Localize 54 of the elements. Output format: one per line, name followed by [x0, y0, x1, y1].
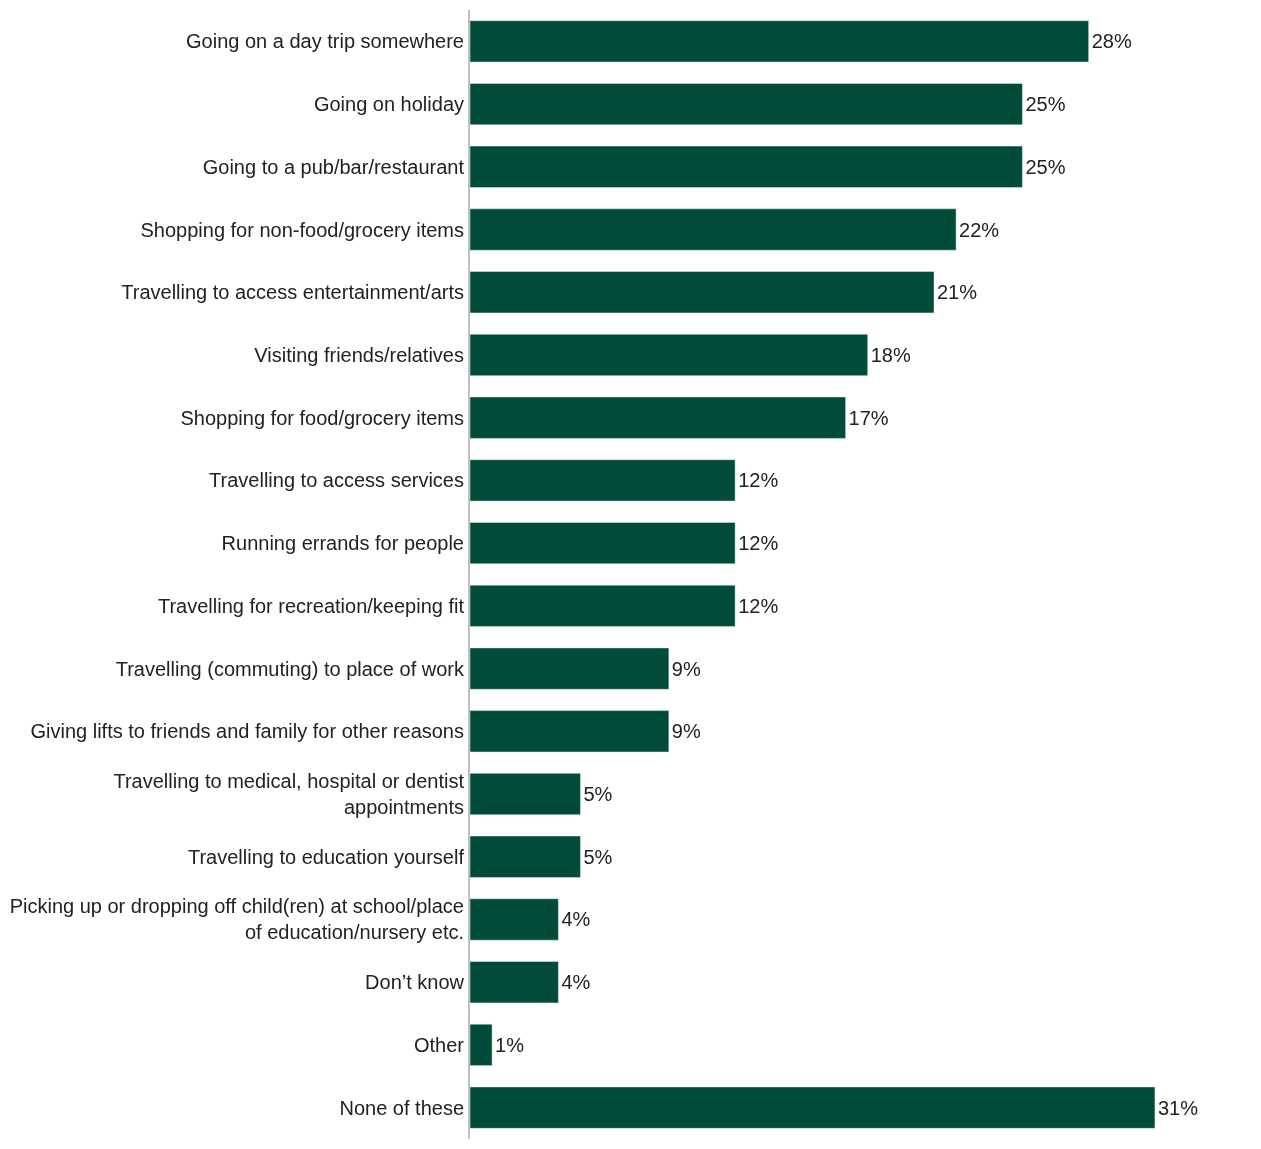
- y-tick-label: Shopping for food/grocery items: [180, 406, 464, 429]
- bar: [470, 1086, 1156, 1129]
- bar: [470, 710, 670, 753]
- y-tick-label: Picking up or dropping off child(ren) at school/place of education/nursery etc.: [9, 895, 464, 944]
- bar: [470, 1023, 493, 1066]
- data-label: 5%: [583, 845, 613, 868]
- bar: [470, 20, 1089, 63]
- data-label: 25%: [1025, 155, 1066, 178]
- y-tick-label: Shopping for non-food/grocery items: [140, 218, 464, 241]
- y-tick-label: Running errands for people: [221, 532, 464, 555]
- bar: [470, 334, 868, 376]
- y-tick-label: Going on a day trip somewhere: [186, 30, 464, 53]
- bar: [470, 898, 559, 941]
- y-tick-label: Going to a pub/bar/restaurant: [202, 155, 465, 178]
- data-label: 4%: [561, 908, 591, 931]
- y-tick-label: Going on holiday: [313, 93, 464, 116]
- y-tick-label: Travelling to education yourself: [187, 845, 465, 868]
- bar: [470, 459, 736, 502]
- bar: [470, 961, 559, 1004]
- data-label: 22%: [959, 218, 1000, 241]
- data-label: 9%: [671, 720, 701, 743]
- bar: [470, 584, 736, 627]
- data-label: 25%: [1025, 93, 1066, 116]
- bar: [470, 83, 1023, 126]
- bar: [470, 773, 581, 815]
- bar: [470, 835, 581, 878]
- data-label: 9%: [671, 657, 701, 680]
- y-tick-label: Travelling (commuting) to place of work: [115, 657, 465, 680]
- data-label: 18%: [870, 343, 911, 366]
- data-label: 21%: [937, 281, 978, 304]
- data-label: 31%: [1157, 1096, 1199, 1119]
- y-tick-label: Travelling to access services: [209, 469, 464, 492]
- data-label: 12%: [738, 594, 779, 617]
- data-label: 5%: [583, 783, 613, 806]
- y-tick-label: Visiting friends/relatives: [254, 343, 464, 366]
- data-label: 12%: [738, 532, 779, 555]
- y-tick-label: None of these: [339, 1096, 464, 1119]
- y-tick-label: Travelling to access entertainment/arts: [121, 281, 464, 304]
- y-tick-label: Don’t know: [365, 971, 465, 994]
- y-tick-label: Other: [413, 1033, 465, 1056]
- data-label: 28%: [1091, 30, 1132, 53]
- data-label: 4%: [561, 971, 591, 994]
- bar: [470, 145, 1023, 188]
- bar: [470, 208, 957, 251]
- data-label: 12%: [738, 469, 779, 492]
- bar: [470, 522, 736, 565]
- bar: [470, 396, 846, 439]
- data-label: 17%: [848, 406, 889, 429]
- bar: [470, 271, 935, 314]
- bar: [470, 647, 670, 690]
- y-tick-label: Giving lifts to friends and family for other reasons: [30, 720, 464, 743]
- y-tick-label: Travelling to medical, hospital or dentist appointments: [113, 770, 465, 819]
- data-label: 1%: [495, 1033, 525, 1056]
- y-tick-label: Travelling for recreation/keeping fit: [157, 594, 465, 617]
